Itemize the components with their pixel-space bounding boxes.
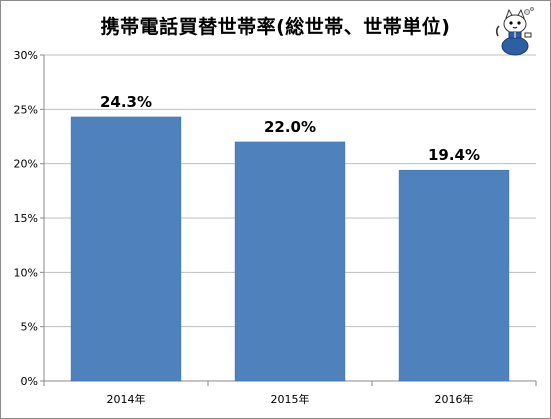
y-tick-label: 0%: [21, 375, 38, 388]
data-label: 24.3%: [100, 93, 152, 111]
x-tick-label: 2015年: [271, 392, 310, 406]
data-label: 19.4%: [428, 146, 480, 164]
bar: [398, 169, 510, 382]
cat-mascot-icon: [495, 7, 534, 56]
chart-title: 携帯電話買替世帯率(総世帯、世帯単位): [100, 16, 451, 38]
y-tick-label: 25%: [14, 103, 38, 116]
y-tick-label: 10%: [14, 266, 38, 279]
bar: [234, 141, 346, 382]
y-tick-label: 15%: [14, 212, 38, 225]
y-tick-label: 30%: [14, 49, 38, 62]
y-tick-label: 5%: [21, 321, 38, 334]
x-tick-label: 2016年: [435, 392, 474, 406]
bar: [70, 116, 182, 382]
y-tick-label: 20%: [14, 158, 38, 171]
data-label: 22.0%: [264, 118, 316, 136]
x-tick-label: 2014年: [107, 392, 146, 406]
